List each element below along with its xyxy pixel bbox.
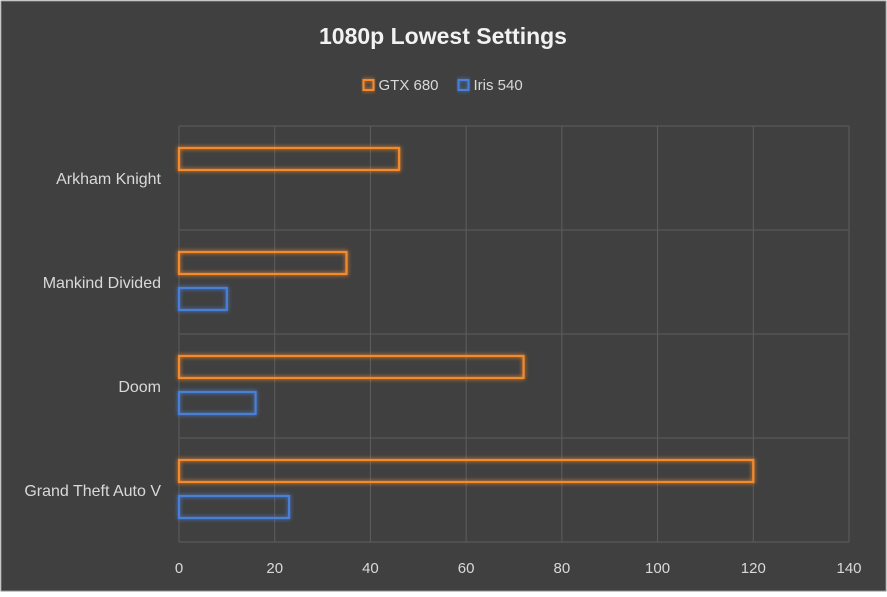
x-tick-label: 100	[645, 560, 670, 577]
category-axis-labels: Arkham Knight Mankind Divided Doom Grand Th…	[24, 171, 161, 500]
category-label: Grand Theft Auto V	[24, 483, 161, 500]
legend-swatch	[457, 79, 470, 91]
x-tick-label: 60	[458, 560, 475, 577]
x-tick-label: 20	[266, 560, 283, 577]
x-tick-label: 140	[836, 560, 861, 577]
x-tick-label: 40	[362, 560, 379, 577]
chart-legend: GTX 680 Iris 540	[362, 77, 523, 94]
bar-gtx-680	[177, 146, 401, 172]
category-label: Doom	[118, 379, 161, 396]
bar-iris-540	[177, 390, 257, 416]
bar-iris-540	[177, 286, 228, 312]
bar-gtx-680	[177, 354, 525, 380]
bar-gtx-680	[177, 250, 348, 276]
chart-title: 1080p Lowest Settings	[319, 23, 567, 49]
legend-label: GTX 680	[379, 77, 439, 94]
x-tick-label: 120	[741, 560, 766, 577]
legend-label: Iris 540	[474, 77, 523, 94]
chart-bars	[177, 146, 755, 520]
bar-gtx-680	[177, 458, 755, 484]
value-axis-tick-labels: 0 20 40 60 80 100 120 140	[175, 560, 862, 577]
legend-swatch	[362, 79, 375, 91]
category-label: Arkham Knight	[56, 171, 161, 188]
bar-iris-540	[177, 494, 291, 520]
x-tick-label: 0	[175, 560, 183, 577]
category-label: Mankind Divided	[43, 275, 161, 292]
x-tick-label: 80	[554, 560, 571, 577]
